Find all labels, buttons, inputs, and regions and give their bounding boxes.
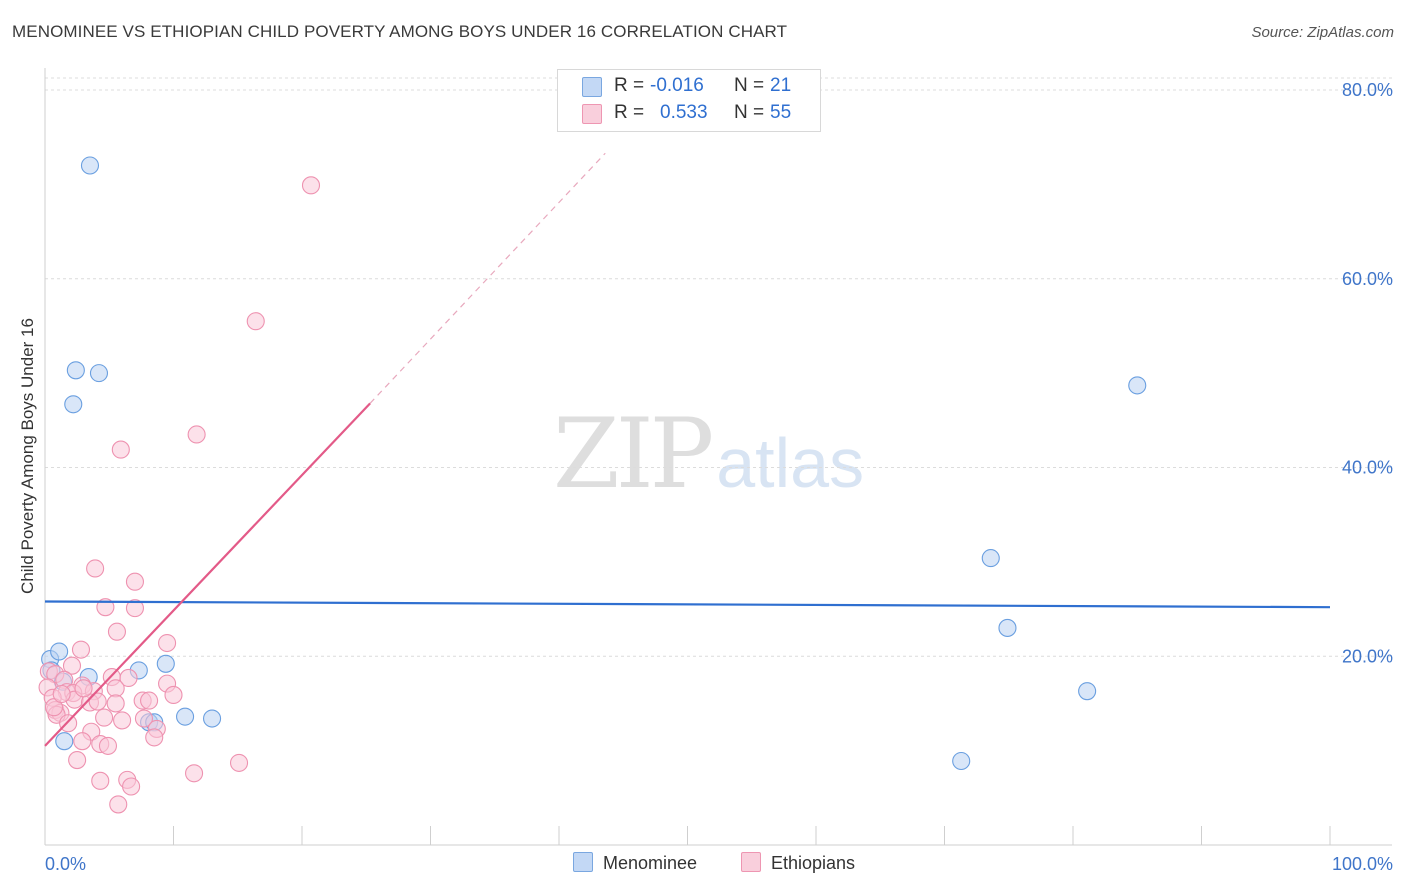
bottom-legend-ethiopians: Ethiopians [741,852,855,876]
data-point-menominee [50,642,69,661]
data-point-ethiopians [106,679,125,698]
bottom-legend-menominee: Menominee [573,852,697,876]
data-point-menominee [64,395,83,414]
data-point-ethiopians [301,176,321,195]
data-point-menominee [1078,682,1097,701]
data-point-ethiopians [52,684,71,704]
correlation-legend: R = -0.016 N = 21 R = 0.533 N = 55 [557,69,821,132]
data-point-ethiopians [113,711,132,730]
data-point-ethiopians [107,622,127,641]
legend-n-label: N = [734,102,765,123]
data-point-ethiopians [74,679,93,698]
data-point-ethiopians [68,751,87,770]
data-point-menominee [998,618,1017,637]
data-point-menominee [1128,376,1147,395]
bottom-legend-swatch-ethiopians [741,852,761,872]
data-point-ethiopians [134,709,153,728]
data-point-ethiopians [111,440,130,459]
data-point-ethiopians [62,656,82,675]
watermark-zip: ZIP [553,398,714,510]
legend-r-value: 0.533 [660,102,708,123]
data-point-menominee [55,732,74,751]
bottom-legend-swatch-menominee [573,852,593,872]
legend-swatch-ethiopians [582,104,602,124]
data-point-ethiopians [109,795,128,814]
data-point-menominee [203,709,222,728]
data-point-menominee [176,707,195,726]
zipatlas-watermark: ZIPatlas [553,398,864,510]
data-point-menominee [89,364,109,383]
y-tick-label: 20.0% [1342,646,1393,666]
bottom-legend-label-menominee: Menominee [603,853,698,873]
data-point-ethiopians [106,694,125,713]
legend-r-label: R = [614,102,645,123]
legend-n-value: 21 [770,75,792,96]
data-point-ethiopians [164,685,183,704]
trend-extension-ethiopians [369,152,606,404]
y-tick-label: 60.0% [1342,269,1393,289]
legend-n-value: 55 [770,102,792,123]
y-axis-label: Child Poverty Among Boys Under 16 [18,318,37,594]
bottom-legend-label-ethiopians: Ethiopians [771,853,856,873]
watermark-atlas: atlas [716,424,865,502]
data-point-ethiopians [145,728,164,747]
data-point-menominee [66,361,85,380]
chart-source: Source: ZipAtlas.com [1251,24,1394,41]
data-point-ethiopians [86,559,105,578]
data-point-ethiopians [122,777,141,796]
data-point-ethiopians [119,668,138,688]
data-point-ethiopians [229,753,249,772]
legend-swatch-menominee [582,77,602,97]
data-point-ethiopians [71,640,91,659]
data-point-ethiopians [187,425,206,444]
legend-r-label: R = [614,75,645,96]
legend-n-label: N = [734,75,765,96]
data-point-ethiopians [140,691,159,710]
data-point-ethiopians [246,312,265,331]
data-point-menominee [981,549,1000,568]
data-point-ethiopians [158,633,177,653]
trend-line-ethiopians [44,402,371,747]
x-tick-label-max: 100.0% [1332,854,1393,874]
x-tick-label-min: 0.0% [45,854,86,874]
data-point-menominee [80,156,100,175]
y-tick-label: 80.0% [1342,80,1393,100]
data-point-ethiopians [88,692,107,711]
data-point-ethiopians [125,572,144,591]
data-point-ethiopians [185,764,204,783]
data-point-ethiopians [98,736,118,755]
trend-line-menominee [44,600,1331,609]
chart-title: MENOMINEE VS ETHIOPIAN CHILD POVERTY AMO… [12,22,788,41]
legend-r-value: -0.016 [650,75,704,96]
data-point-ethiopians [95,708,114,727]
data-point-ethiopians [125,599,144,618]
data-point-ethiopians [73,732,92,751]
data-point-ethiopians [91,771,110,790]
y-tick-label: 40.0% [1342,458,1393,478]
data-point-menominee [952,751,971,771]
data-point-ethiopians [96,598,115,617]
data-point-menominee [156,654,175,673]
